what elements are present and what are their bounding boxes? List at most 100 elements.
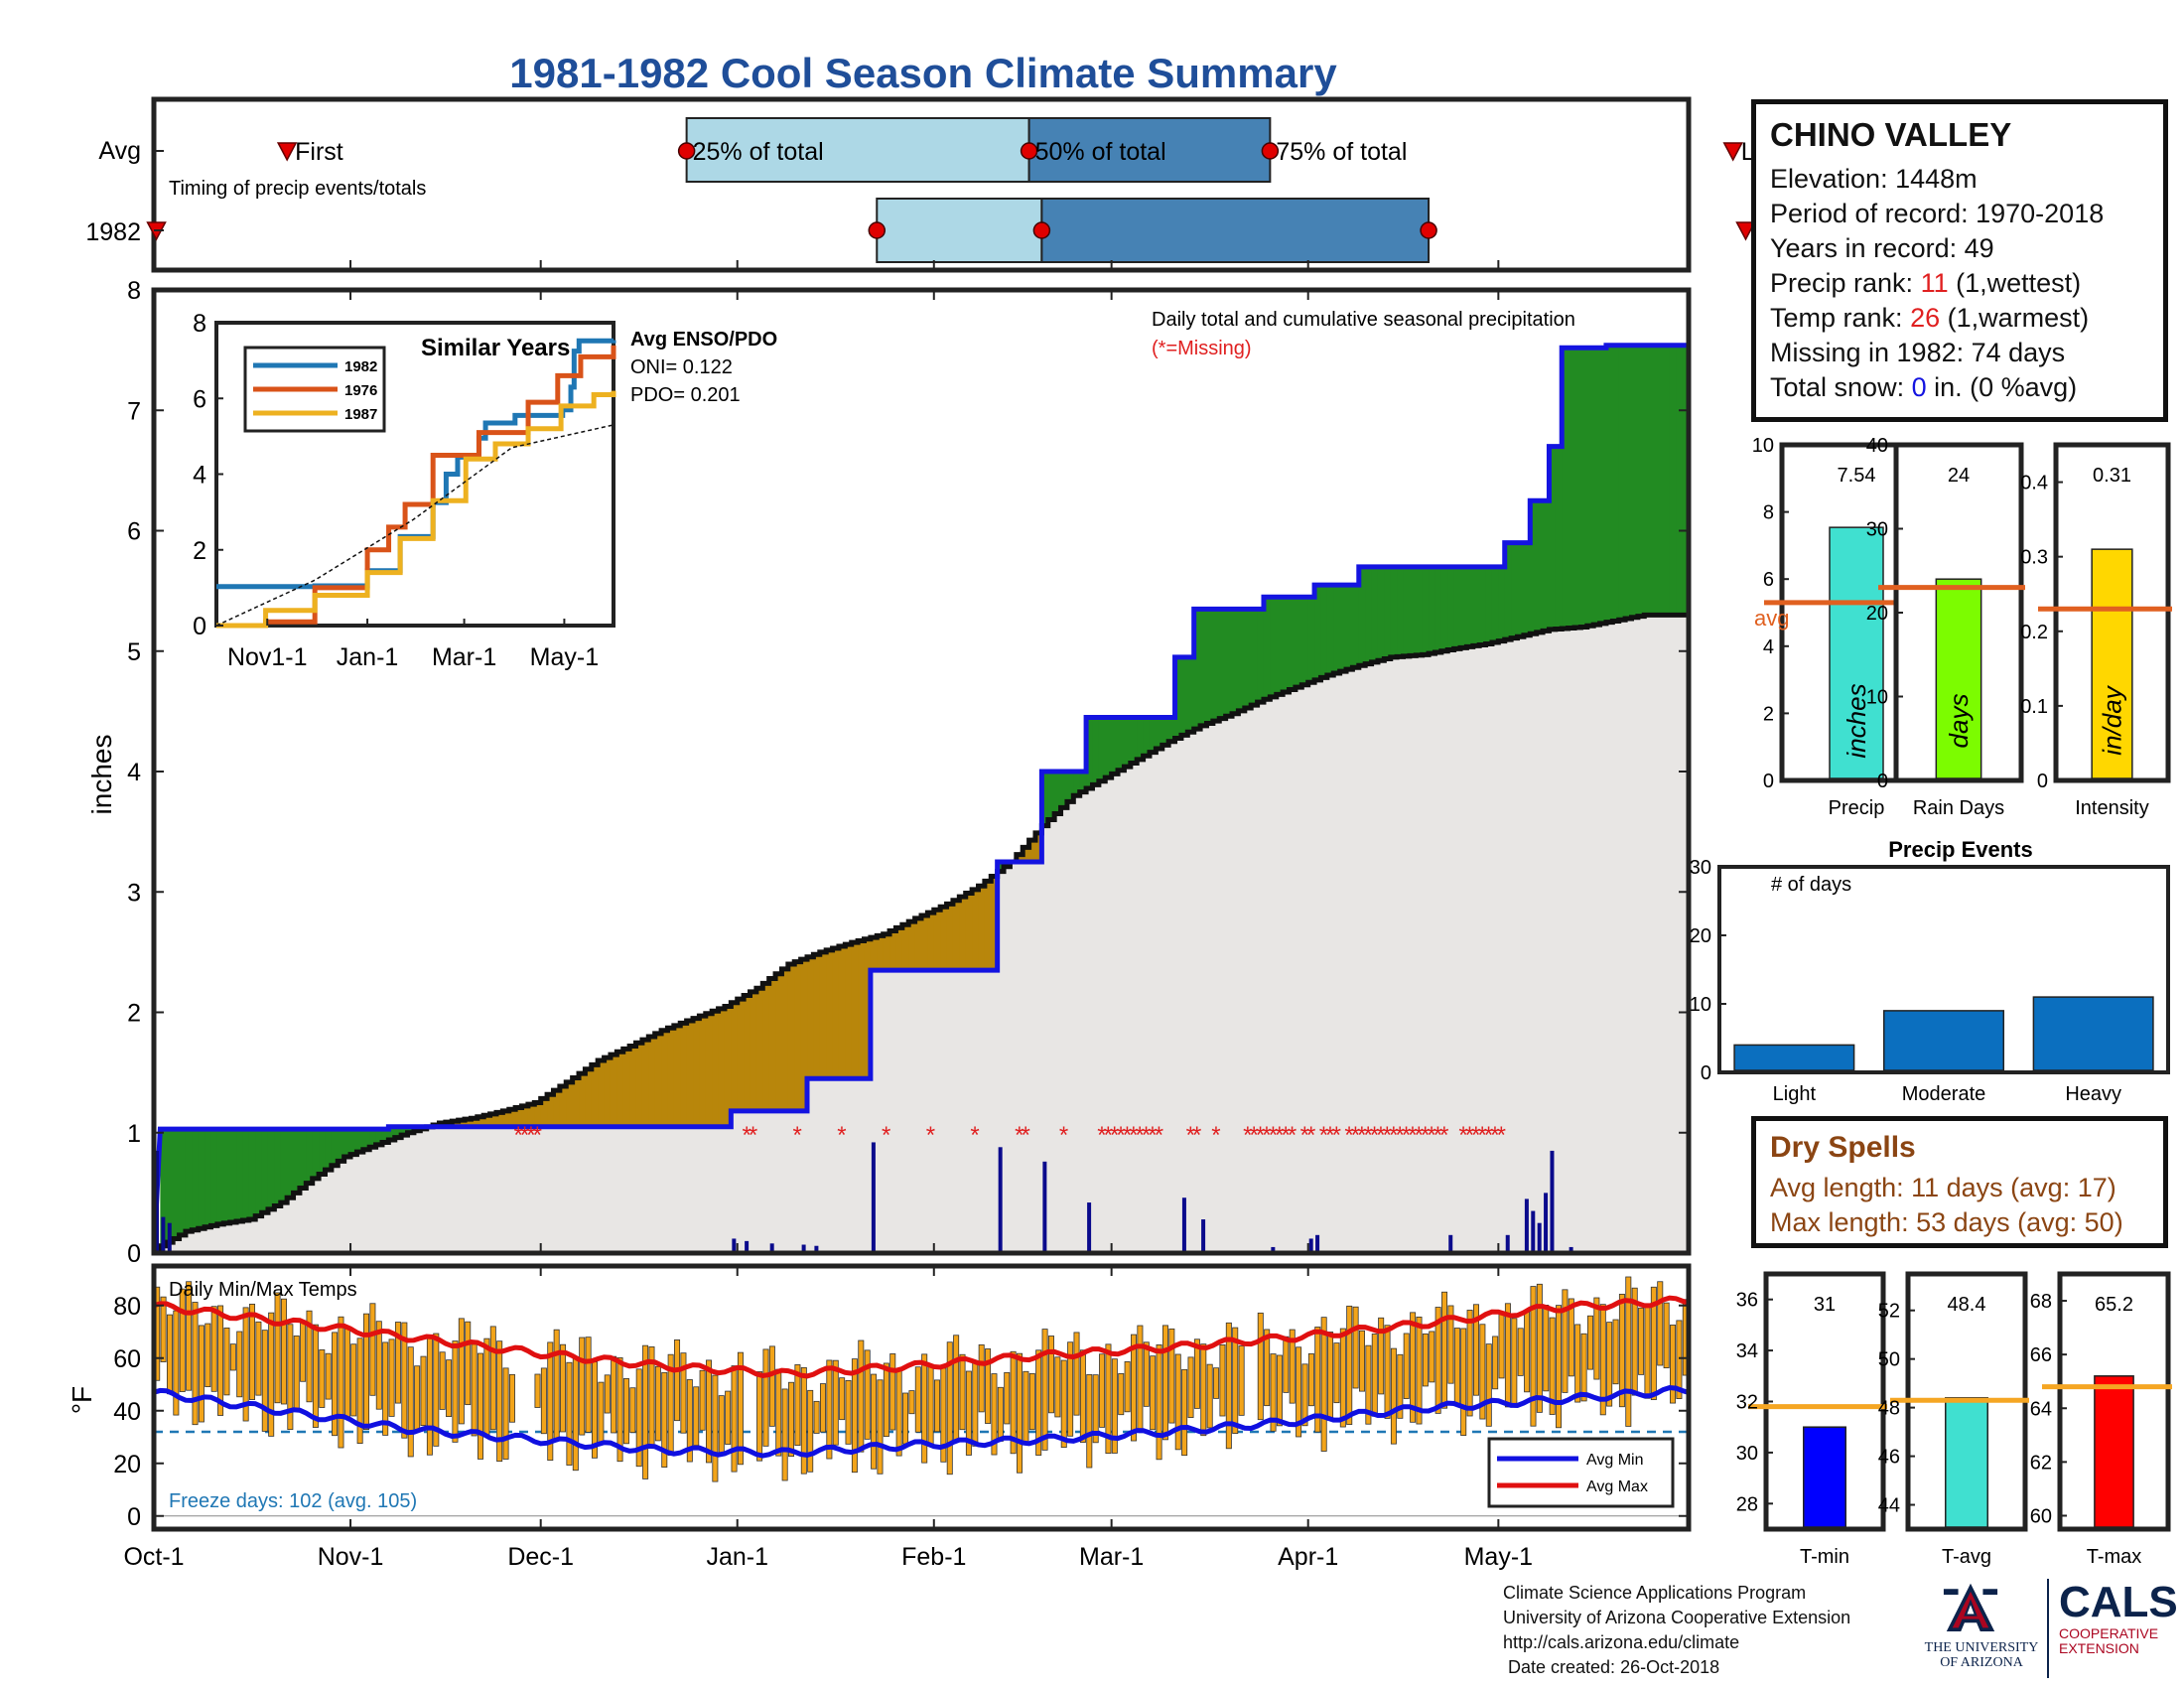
above-average-fill (223, 1129, 231, 1223)
below-average-fill (901, 924, 909, 971)
missing-day-marker: * (1148, 1122, 1157, 1149)
daily-temp-range-bar (1498, 1311, 1505, 1379)
x-tick-label: Oct-1 (123, 1543, 184, 1571)
missing-day-marker: * (520, 1122, 529, 1149)
daily-temp-range-bar (902, 1392, 909, 1445)
above-average-fill (1251, 609, 1259, 706)
precip-y-tick-label: 2 (127, 1000, 141, 1028)
missing-day-marker: * (1155, 1122, 1163, 1149)
below-average-fill (610, 1055, 617, 1127)
daily-temp-range-bar (332, 1332, 339, 1437)
above-average-fill (1105, 717, 1113, 778)
avg-75-marker (1261, 142, 1280, 160)
missing-day-marker: * (1376, 1122, 1385, 1149)
timing-caption: Timing of precip events/totals (169, 178, 426, 200)
precip-y-tick-label: 3 (127, 879, 141, 907)
daily-temp-range-bar (927, 1366, 934, 1447)
below-average-fill (465, 1119, 473, 1127)
missing-day-marker: * (1123, 1122, 1132, 1149)
missing-day-marker: * (1439, 1122, 1448, 1149)
daily-temp-range-bar (883, 1362, 889, 1438)
legend-avg-max: Avg Max (1586, 1478, 1648, 1495)
temp-mini-bars: 31 T-min 28 30 32 34 36 48.4 T-avg 44 46 48 50 52 65.2… (1736, 1271, 2172, 1568)
daily-temp-range-bar (1618, 1293, 1625, 1408)
daily-temp-range-bar (446, 1359, 453, 1418)
below-average-fill (927, 913, 935, 971)
above-average-fill (1137, 717, 1145, 760)
temp-y-tick-label: 0 (127, 1503, 141, 1531)
below-average-fill (807, 956, 814, 1079)
cals-logo: CALS COOPERATIVE EXTENSION (2047, 1579, 2178, 1678)
above-average-fill (1403, 566, 1411, 656)
daily-temp-range-bar (1644, 1306, 1651, 1399)
above-average-fill (280, 1129, 288, 1203)
tmax-mini-y-tick-label: 66 (2030, 1344, 2052, 1366)
below-average-fill (895, 927, 903, 971)
daily-temp-range-bar (553, 1329, 560, 1441)
below-average-fill (889, 930, 897, 971)
daily-precip-bar (1315, 1234, 1320, 1253)
missing-day-marker: * (1383, 1122, 1392, 1149)
above-average-fill (1390, 566, 1398, 657)
tmin-mini-y-tick-label: 32 (1736, 1392, 1758, 1414)
below-average-fill (648, 1036, 656, 1127)
daily-temp-range-bar (1485, 1343, 1492, 1427)
below-average-fill (705, 1013, 713, 1127)
missing-day-marker: * (1484, 1122, 1493, 1149)
daily-temp-range-bar (508, 1373, 515, 1423)
daily-temp-range-bar (851, 1358, 858, 1474)
below-average-fill (585, 1068, 593, 1127)
below-average-fill (693, 1018, 701, 1127)
below-average-fill (737, 999, 745, 1111)
above-average-fill (1174, 656, 1182, 739)
daily-precip-bar (1537, 1222, 1542, 1253)
daily-temp-range-bar (426, 1335, 433, 1456)
events-y-label: # of days (1771, 874, 1851, 896)
daily-precip-bar (814, 1245, 819, 1253)
arizona-a-icon (1943, 1583, 1998, 1632)
daily-temp-range-bar (1352, 1306, 1359, 1389)
missing-day-marker: * (1059, 1122, 1068, 1149)
missing-day-marker: * (1497, 1122, 1506, 1149)
events-title: Precip Events (1888, 837, 2033, 862)
daily-temp-range-bar (1460, 1328, 1467, 1437)
above-average-fill (1580, 348, 1588, 628)
below-average-fill (616, 1052, 624, 1127)
above-average-fill (1073, 772, 1081, 796)
above-average-fill (1460, 566, 1468, 648)
rain-days-mini-y-tick-label: 0 (1877, 771, 1888, 792)
daily-temp-range-bar (762, 1348, 769, 1447)
footer-line-4: Date created: 26-Oct-2018 (1503, 1657, 1720, 1677)
above-average-fill (1543, 500, 1551, 632)
intensity-mini-y-tick-label: 0.2 (2020, 622, 2048, 643)
footer-line-2: University of Arizona Cooperative Extens… (1503, 1608, 1851, 1627)
below-average-fill (952, 900, 960, 971)
above-average-fill (1193, 609, 1201, 730)
above-average-fill (261, 1129, 269, 1213)
daily-temp-range-bar (1447, 1305, 1454, 1384)
above-average-fill (185, 1129, 193, 1232)
below-average-fill (1028, 840, 1036, 862)
above-average-fill (1257, 609, 1265, 703)
daily-temp-range-bar (433, 1333, 440, 1447)
p25-label: 25% of total (693, 138, 824, 166)
avg-first-marker (276, 142, 298, 162)
daily-temp-range-bar (705, 1359, 712, 1464)
above-average-fill (1156, 717, 1163, 749)
similar-years-inset: Similar Years 1982 1976 1987 0 2 4 6 8 Nov1-1… (193, 310, 777, 671)
precip-mini-y-tick-label: 6 (1763, 569, 1774, 591)
daily-temp-range-bar (1004, 1371, 1011, 1425)
daily-temp-range-bar (864, 1349, 871, 1440)
daily-temp-range-bar (1574, 1324, 1581, 1403)
daily-temp-range-bar (1441, 1291, 1448, 1409)
below-average-fill (870, 937, 878, 971)
observed-cumulative-line (151, 343, 1689, 1254)
daily-temp-range-bar (832, 1359, 839, 1446)
daily-temp-range-bar (363, 1313, 370, 1431)
cals-line-1: COOPERATIVE (2059, 1625, 2159, 1641)
daily-temp-range-bar (1410, 1312, 1417, 1423)
inset-x-tick-label: Jan-1 (337, 643, 399, 671)
precip-caption: Daily total and cumulative seasonal prec… (1152, 309, 1575, 331)
above-average-fill (407, 1126, 415, 1133)
daily-temp-range-bar (642, 1344, 649, 1479)
